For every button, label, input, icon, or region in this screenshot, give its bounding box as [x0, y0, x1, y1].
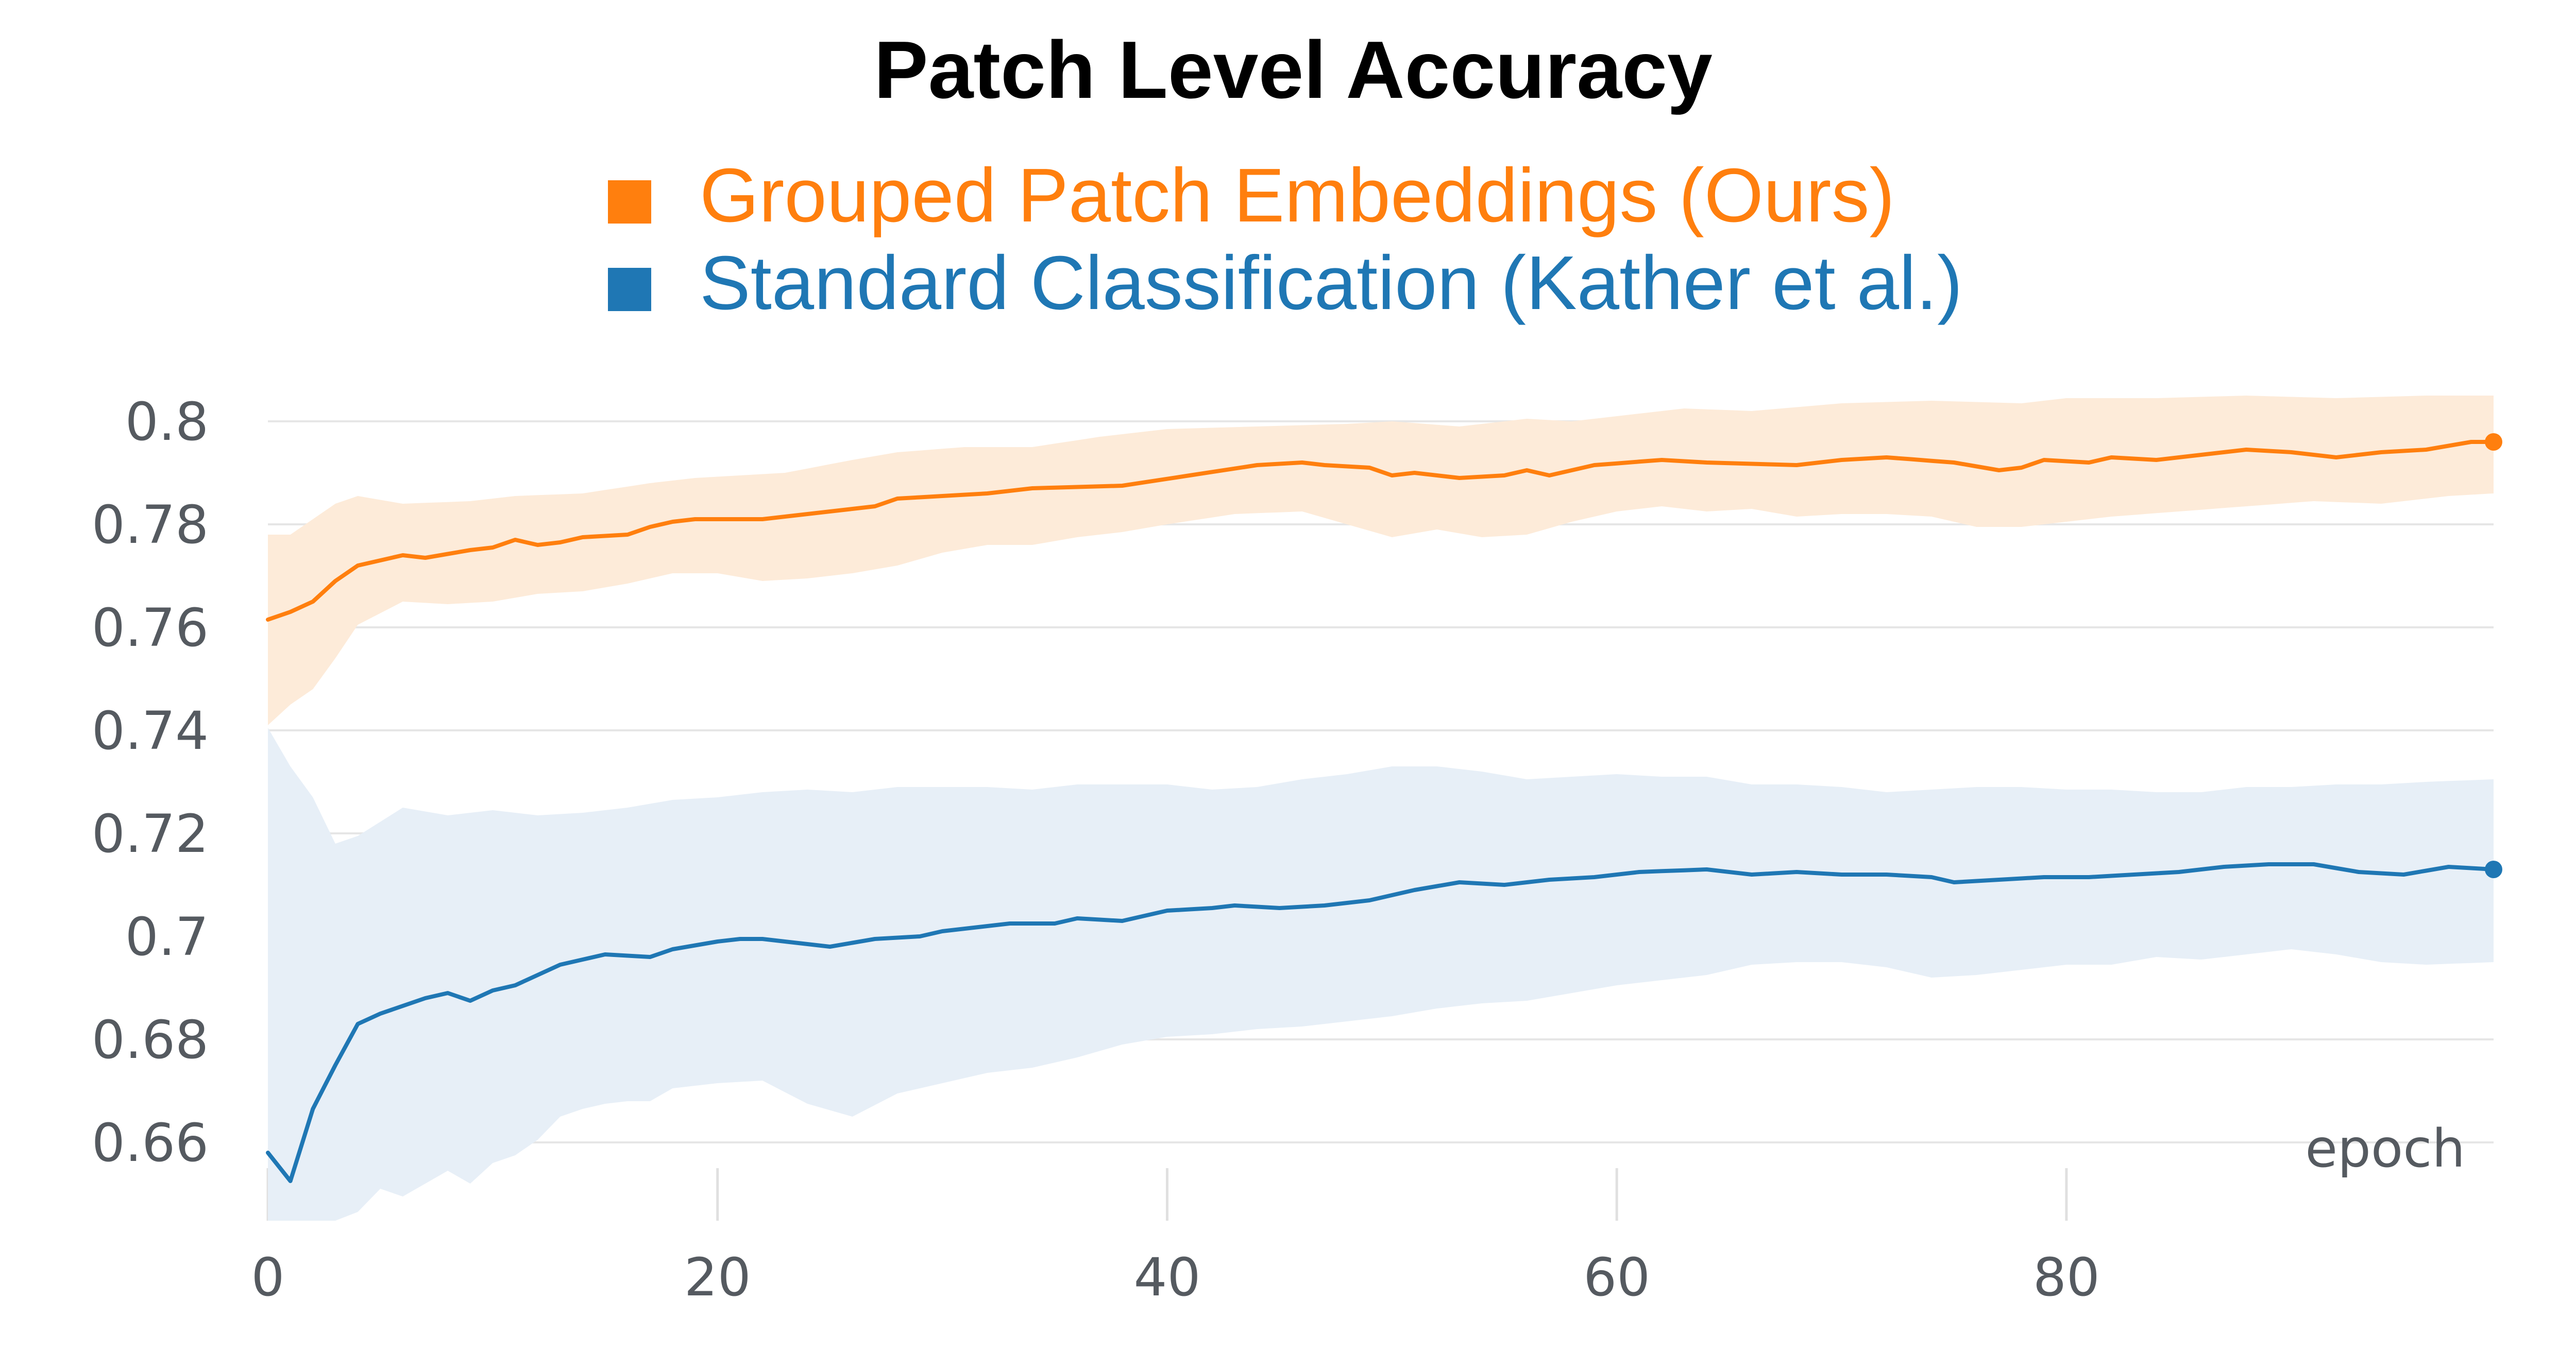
x-axis-tick-labels: 0 20 40 60 80 — [251, 1247, 2100, 1308]
series-line-1[interactable] — [266, 862, 2496, 1183]
x-tick-label: 80 — [2033, 1247, 2100, 1308]
confidence-bands — [268, 396, 2494, 1221]
y-tick-label: 0.78 — [92, 494, 209, 556]
x-tick-label: 0 — [251, 1247, 285, 1308]
series-end-point-0[interactable] — [2485, 433, 2502, 451]
x-tick-label: 60 — [1583, 1247, 1650, 1308]
y-axis-tick-labels: 0.66 0.68 0.7 0.72 0.74 0.76 0.78 0.8 — [92, 391, 209, 1174]
series-end-points — [2485, 433, 2502, 878]
legend: Grouped Patch Embeddings (Ours) Standard… — [608, 153, 1962, 326]
legend-label-grouped: Grouped Patch Embeddings (Ours) — [700, 153, 1895, 238]
y-tick-label: 0.7 — [125, 907, 209, 968]
y-tick-label: 0.68 — [92, 1010, 209, 1071]
legend-swatch-standard — [608, 268, 651, 311]
y-tick-label: 0.74 — [92, 700, 209, 762]
series-end-point-1[interactable] — [2485, 861, 2502, 878]
chart-title: Patch Level Accuracy — [874, 25, 1713, 115]
series-lines — [266, 440, 2496, 1183]
x-tick-label: 40 — [1134, 1247, 1201, 1308]
series-line-0[interactable] — [266, 440, 2496, 622]
x-tick-label: 20 — [684, 1247, 751, 1308]
y-tick-label: 0.72 — [92, 803, 209, 865]
y-tick-label: 0.8 — [125, 391, 209, 453]
x-axis-label: epoch — [2305, 1118, 2465, 1179]
legend-swatch-grouped — [608, 180, 651, 224]
legend-item-grouped[interactable]: Grouped Patch Embeddings (Ours) — [608, 153, 1895, 238]
confidence-band-1 — [268, 728, 2494, 1221]
legend-item-standard[interactable]: Standard Classification (Kather et al.) — [608, 241, 1962, 326]
y-tick-label: 0.66 — [92, 1113, 209, 1174]
y-tick-label: 0.76 — [92, 597, 209, 659]
legend-label-standard: Standard Classification (Kather et al.) — [700, 241, 1962, 326]
confidence-band-0 — [268, 396, 2494, 725]
